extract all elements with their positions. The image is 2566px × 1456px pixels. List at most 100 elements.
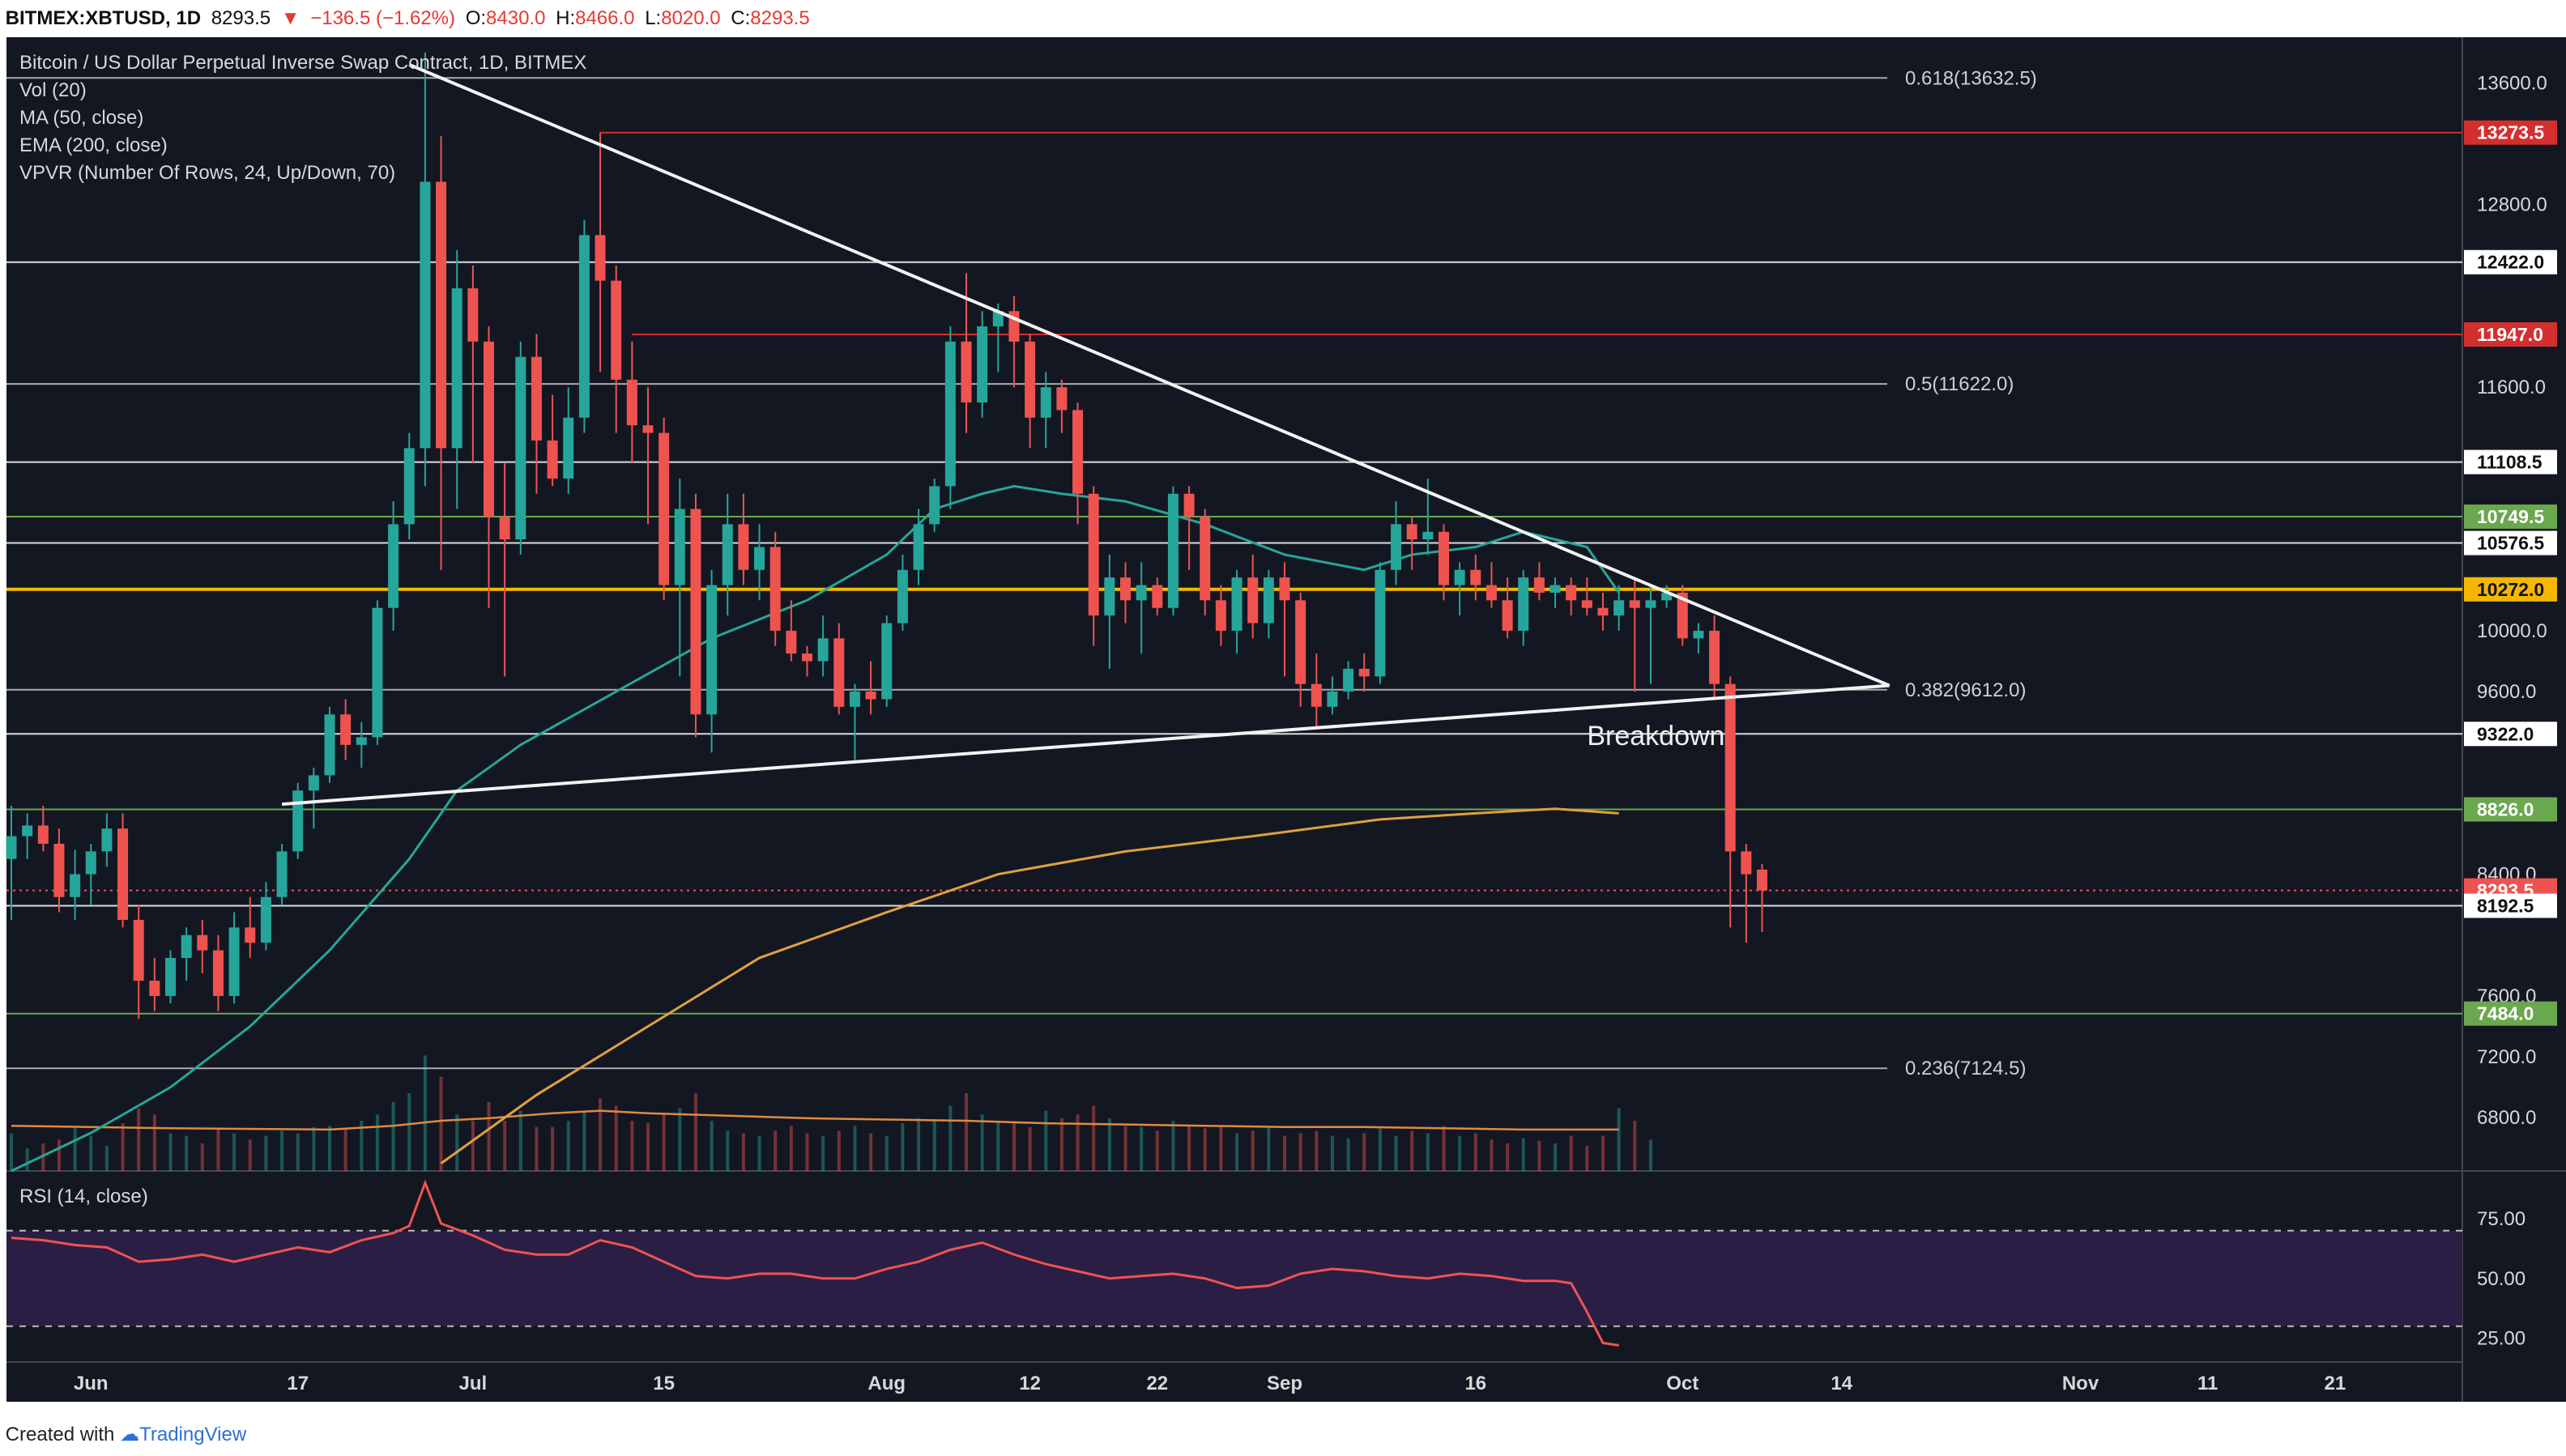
candle-body xyxy=(260,896,271,943)
indicator-vpvr[interactable]: VPVR (Number Of Rows, 24, Up/Down, 70) xyxy=(19,162,396,184)
volume-bar xyxy=(980,1114,984,1171)
rsi-tick-label: 50.00 xyxy=(2477,1268,2526,1290)
price-tick-label: 12800.0 xyxy=(2477,194,2547,216)
candle-body xyxy=(276,851,288,897)
fib-label: 0.236(7124.5) xyxy=(1905,1058,2026,1079)
candle-body xyxy=(1406,524,1417,540)
price-chart[interactable]: 0.618(13632.5) 0.5(11622.0) 0.382(9612.0) 0… xyxy=(0,37,2566,1414)
volume-bar xyxy=(248,1139,252,1171)
volume-bar xyxy=(1283,1135,1286,1171)
price-label-box xyxy=(2464,322,2557,347)
volume-bar xyxy=(1490,1139,1494,1171)
candle-body xyxy=(451,288,462,449)
volume-bar xyxy=(1044,1110,1048,1171)
volume-bar xyxy=(1394,1135,1398,1171)
candle-body xyxy=(181,934,192,958)
fib-label: 0.618(13632.5) xyxy=(1905,67,2037,89)
price-axis-labels: 13273.5 12422.0 11947.0 11108.5 10749.5 10576… xyxy=(2464,120,2557,1026)
volume-bar xyxy=(1506,1143,1510,1171)
candle-body xyxy=(563,417,574,479)
candle-body xyxy=(197,934,208,951)
candle-body xyxy=(245,927,256,943)
rsi-indicator: 75.00 50.00 25.00 xyxy=(6,1179,2526,1350)
volume-bar xyxy=(264,1135,268,1171)
price-label-text: 7484.0 xyxy=(2477,1003,2534,1024)
candle-body xyxy=(897,569,908,624)
price-label-box xyxy=(2464,120,2557,145)
candle-body xyxy=(101,828,113,852)
volume-bar xyxy=(1059,1118,1063,1171)
volume-bar xyxy=(535,1126,539,1171)
volume-bar xyxy=(948,1105,953,1171)
volume-bar xyxy=(1123,1126,1127,1171)
candle-body xyxy=(1088,493,1099,616)
volume-bar xyxy=(1028,1126,1032,1171)
rsi-tick-label: 25.00 xyxy=(2477,1328,2526,1350)
volume-bar xyxy=(407,1092,411,1171)
time-axis[interactable] xyxy=(6,1362,2462,1402)
price-label-text: 10576.5 xyxy=(2477,533,2544,554)
symbol-header: BITMEX:XBTUSD, 1D 8293.5 ▼ −136.5 (−1.62… xyxy=(0,0,2566,37)
indicator-vol[interactable]: Vol (20) xyxy=(19,79,87,101)
rsi-tick-label: 75.00 xyxy=(2477,1208,2526,1230)
candle-body xyxy=(642,425,654,433)
candle-body xyxy=(1661,592,1673,601)
tradingview-logo-icon: ☁ xyxy=(120,1424,140,1445)
time-tick-label: Jun xyxy=(74,1373,109,1394)
symbol-label[interactable]: BITMEX:XBTUSD, 1D xyxy=(5,7,202,29)
candle-body xyxy=(1358,668,1370,677)
volume-bar xyxy=(1633,1121,1637,1171)
candle-body xyxy=(1215,600,1226,631)
price-tick-label: 9600.0 xyxy=(2477,681,2536,703)
candle-body xyxy=(1677,592,1688,639)
time-tick-label: 17 xyxy=(287,1373,309,1394)
candle-body xyxy=(1025,341,1036,418)
candlesticks xyxy=(6,52,1767,1020)
tradingview-link[interactable]: TradingView xyxy=(139,1424,247,1445)
volume-bar xyxy=(1140,1126,1144,1171)
volume-ma-line xyxy=(11,1109,1619,1131)
volume-bar xyxy=(121,1123,125,1171)
volume-bar xyxy=(1155,1130,1159,1171)
volume-bar xyxy=(869,1133,873,1171)
close-label: C: xyxy=(731,7,751,29)
volume-bar xyxy=(996,1121,1000,1171)
annotation-text[interactable]: Breakdown xyxy=(1587,721,1724,751)
candle-body xyxy=(722,524,733,585)
candle-body xyxy=(1533,577,1545,593)
volume-bar xyxy=(1473,1133,1477,1171)
volume-bar xyxy=(41,1143,45,1171)
candle-body xyxy=(674,509,685,585)
chart-title[interactable]: Bitcoin / US Dollar Perpetual Inverse Sw… xyxy=(19,52,587,74)
volume-bar xyxy=(1267,1126,1271,1171)
price-label-text: 8192.5 xyxy=(2477,896,2534,917)
volume-bar xyxy=(1171,1121,1175,1171)
candle-body xyxy=(484,341,494,517)
indicator-ma50[interactable]: MA (50, close) xyxy=(19,107,144,129)
volume-bar xyxy=(1076,1114,1080,1171)
candle-body xyxy=(37,825,49,844)
high-label: H: xyxy=(556,7,576,29)
price-label-box xyxy=(2464,249,2557,275)
volume-bar xyxy=(917,1118,921,1171)
rsi-label[interactable]: RSI (14, close) xyxy=(19,1186,148,1207)
candle-body xyxy=(1327,692,1338,707)
candle-body xyxy=(1581,600,1592,608)
volume-bar xyxy=(741,1133,745,1171)
price-axis[interactable] xyxy=(2462,37,2566,1402)
fib-label: 0.5(11622.0) xyxy=(1905,373,2014,395)
candle-body xyxy=(881,623,893,700)
volume-bar xyxy=(1521,1138,1525,1171)
trendline-descending[interactable] xyxy=(408,62,1890,688)
candle-body xyxy=(786,630,797,654)
candle-body xyxy=(1566,585,1577,601)
volume-bar xyxy=(646,1123,650,1171)
indicator-ema200[interactable]: EMA (200, close) xyxy=(19,134,168,156)
candle-body xyxy=(292,790,304,852)
volume-bar xyxy=(1601,1135,1605,1171)
low-label: L: xyxy=(645,7,662,29)
candle-body xyxy=(611,280,622,380)
candle-body xyxy=(6,836,17,859)
time-tick-label: 11 xyxy=(2197,1373,2218,1394)
trendline-ascending[interactable] xyxy=(281,683,1890,807)
